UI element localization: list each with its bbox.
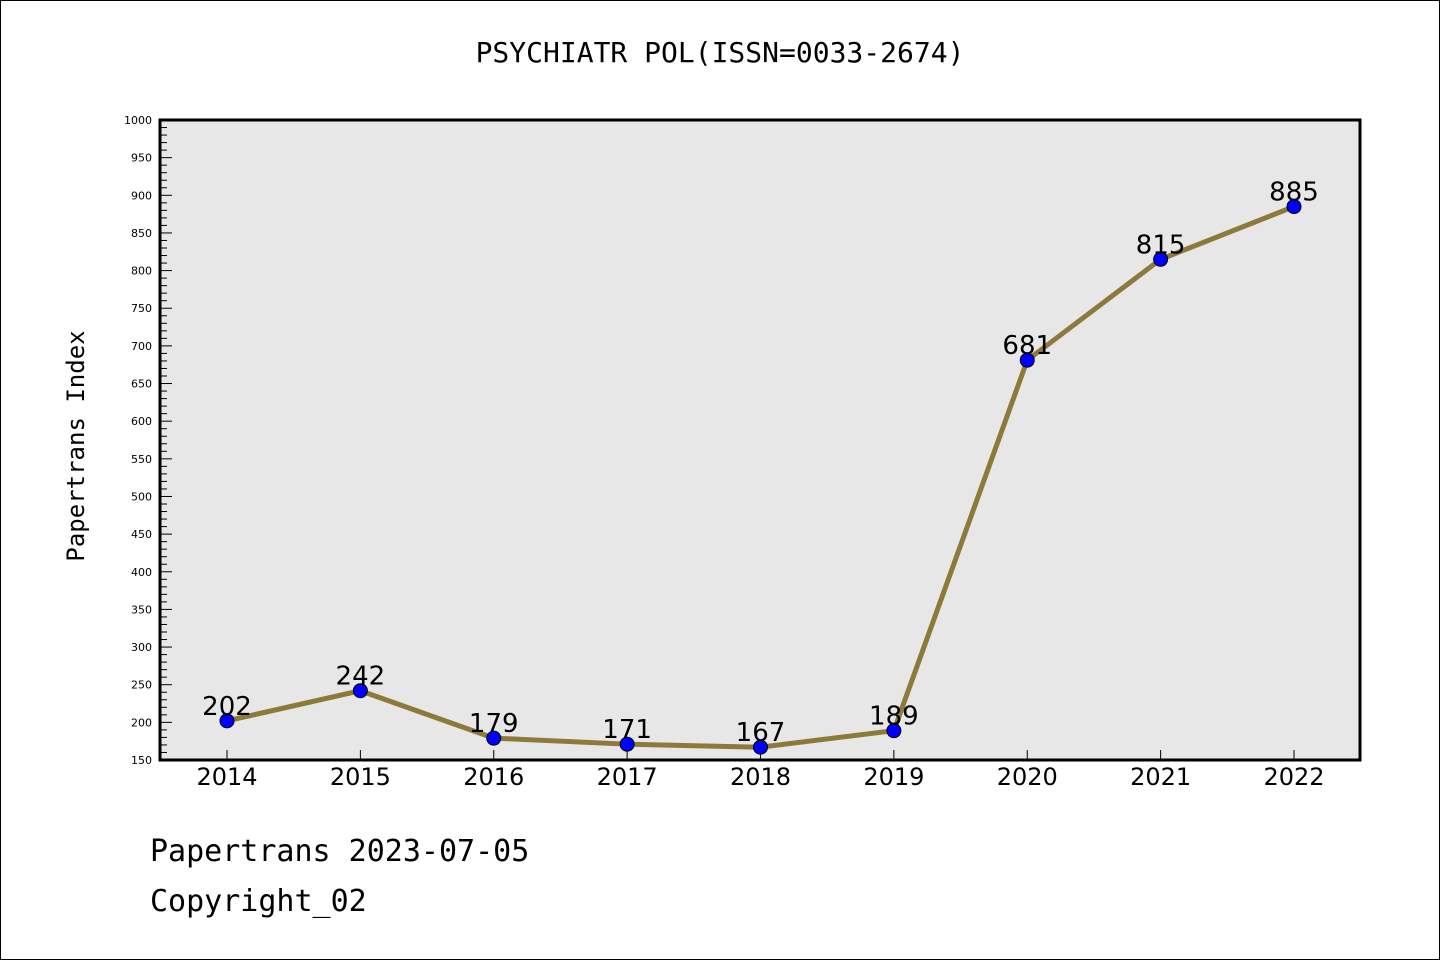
x-tick-label: 2014: [196, 763, 257, 791]
x-tick-label: 2021: [1130, 763, 1191, 791]
data-point-marker: [619, 736, 635, 752]
data-point-marker: [1286, 199, 1302, 215]
data-label: 179: [469, 709, 519, 739]
x-tick-label: 2016: [463, 763, 524, 791]
y-tick-label: 850: [131, 227, 152, 240]
y-tick-label: 350: [131, 603, 152, 616]
data-labels: 202 242 179 171 167 189 681 815 885: [202, 178, 1319, 749]
data-point-marker: [753, 739, 768, 755]
plot-area: [160, 120, 1360, 760]
y-tick-label: 200: [131, 716, 152, 729]
y-tick-label: 750: [131, 302, 152, 315]
y-tick-label: 700: [131, 340, 152, 353]
y-axis: 150 200 250 300 350 400 450 500 550 600 650 700 750 8…: [124, 114, 172, 767]
data-label: 885: [1269, 178, 1319, 208]
y-axis-label: Papertrans Index: [62, 330, 90, 561]
x-tick-label: 2020: [997, 763, 1058, 791]
data-point-marker: [352, 683, 368, 699]
x-tick-label: 2015: [330, 763, 391, 791]
data-label: 815: [1136, 230, 1186, 260]
data-label: 681: [1002, 331, 1052, 361]
data-label: 167: [736, 718, 786, 748]
x-tick-label: 2022: [1263, 763, 1324, 791]
data-point-marker: [886, 723, 902, 739]
x-axis: 2014 2015 2016 2017 2018 2019 2020 2021 2022: [196, 750, 1325, 791]
y-tick-label: 250: [131, 679, 152, 692]
y-tick-label: 300: [131, 641, 152, 654]
data-point-marker: [219, 713, 235, 729]
data-point-marker: [486, 730, 502, 746]
data-label: 171: [602, 715, 652, 745]
footer-date-line: Papertrans 2023-07-05: [150, 834, 530, 869]
series-markers: [219, 199, 1302, 755]
x-tick-label: 2019: [863, 763, 924, 791]
data-label: 189: [869, 702, 919, 732]
data-label: 202: [202, 692, 252, 722]
y-tick-label: 500: [131, 490, 152, 503]
data-label: 242: [336, 662, 386, 692]
x-tick-label: 2017: [597, 763, 658, 791]
chart-title: PSYCHIATR POL(ISSN=0033-2674): [475, 36, 965, 69]
y-tick-label: 400: [131, 566, 152, 579]
y-tick-label: 950: [131, 152, 152, 165]
y-tick-label: 150: [131, 754, 152, 767]
data-point-marker: [1019, 352, 1035, 368]
data-point-marker: [1153, 251, 1169, 267]
y-tick-label: 1000: [124, 114, 152, 127]
y-tick-label: 550: [131, 453, 152, 466]
y-tick-label: 800: [131, 265, 152, 278]
footer-copyright: Copyright_02: [150, 884, 367, 919]
y-tick-label: 450: [131, 528, 152, 541]
y-tick-label: 650: [131, 378, 152, 391]
plot-border: [158, 118, 1362, 762]
y-tick-label: 600: [131, 415, 152, 428]
y-tick-label: 900: [131, 189, 152, 202]
x-tick-label: 2018: [730, 763, 791, 791]
